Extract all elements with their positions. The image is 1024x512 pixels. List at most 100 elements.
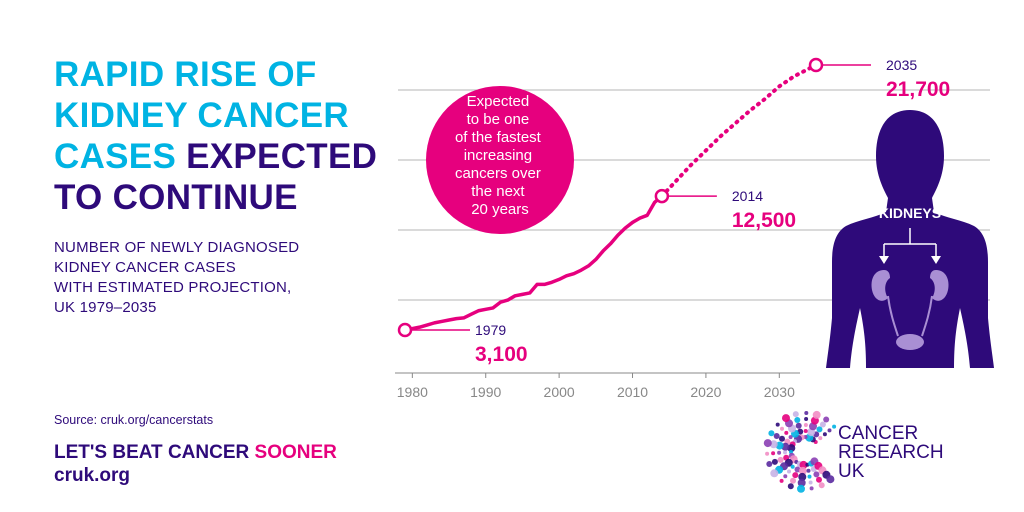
logo-dot (788, 435, 793, 440)
logo-dot (773, 433, 780, 439)
slogan-main: LET'S BEAT CANCER (54, 442, 250, 463)
logo-dot (827, 428, 832, 433)
ureters (887, 295, 933, 337)
logo-dot (787, 469, 791, 474)
callout-line: increasing (464, 147, 532, 164)
logo-dot (798, 466, 807, 475)
data-point-marker (654, 188, 670, 204)
logo-dot (771, 458, 778, 465)
kidney-pointer-lines (883, 228, 937, 258)
logo-dot (777, 450, 782, 455)
logo-dot (798, 472, 807, 481)
logo-dot (784, 430, 789, 435)
chart-subtitle: NUMBER OF NEWLY DIAGNOSED KIDNEY CANCER … (54, 238, 354, 318)
brand-name: CANCER RESEARCH UK (838, 424, 944, 481)
logo-dot (819, 421, 826, 428)
logo-dot (812, 410, 821, 419)
x-tick-label: 1980 (397, 384, 428, 400)
logo-dot (783, 450, 787, 455)
logo-dot (804, 417, 809, 421)
annotation-year: 2035 (886, 57, 917, 73)
logo-dot (797, 478, 806, 487)
page-title: RAPID RISE OF KIDNEY CANCER CASES EXPECT… (54, 54, 394, 218)
arrow-down-icon (879, 256, 889, 264)
subtitle-line: UK 1979–2035 (54, 299, 157, 316)
logo-dot (768, 430, 775, 437)
logo-dot (782, 414, 790, 423)
annotation-year: 1979 (475, 322, 506, 338)
logo-dot (804, 411, 809, 415)
callout-circle (426, 86, 574, 234)
logo-dot (816, 476, 822, 483)
source-note: Source: cruk.org/cancerstats (54, 413, 214, 427)
logo-dot (803, 423, 808, 427)
logo-dot (792, 411, 799, 418)
x-tick-label: 2000 (544, 384, 575, 400)
data-point-marker (808, 57, 824, 73)
logo-dot (806, 468, 811, 473)
callout-line: of the fastest (455, 129, 542, 146)
logo-dot (770, 469, 779, 478)
callout-bubble: Expected to be one of the fastest increa… (426, 86, 574, 234)
callout-line: Expected (467, 93, 530, 110)
cruk-logo-icon (763, 410, 837, 493)
x-tick-label: 1990 (470, 384, 501, 400)
annotation-value: 12,500 (732, 209, 796, 232)
x-tick-label: 2020 (690, 384, 721, 400)
logo-dot (799, 460, 808, 469)
data-point-marker (397, 322, 413, 338)
kidney-right-icon (930, 270, 949, 301)
logo-dot (803, 429, 808, 433)
kidney-left-icon (871, 270, 890, 301)
logo-dot (765, 451, 770, 456)
callout-line: to be one (467, 111, 530, 128)
logo-dot (787, 483, 794, 490)
logo-dot (808, 480, 813, 485)
logo-dot (766, 461, 773, 467)
logo-dot (779, 435, 785, 442)
logo-dot (826, 475, 835, 484)
callout-line: the next (471, 183, 525, 200)
logo-dot (794, 417, 801, 423)
title-rest: EXPECTED TO CONTINUE (54, 137, 378, 217)
kidneys-label: KIDNEYS (879, 205, 941, 221)
bladder-icon (896, 334, 924, 350)
logo-dot (816, 426, 823, 433)
annotation-year: 2014 (732, 188, 763, 204)
logo-dot (790, 477, 796, 484)
logo-dot (795, 422, 802, 429)
slogan: LET'S BEAT CANCER SOONER (54, 442, 337, 464)
logo-dot (779, 478, 784, 483)
brand-line: RESEARCH (838, 442, 944, 463)
site-link[interactable]: cruk.org (54, 465, 131, 486)
observed-line (403, 194, 664, 332)
logo-dot (807, 474, 812, 479)
subtitle-line: NUMBER OF NEWLY DIAGNOSED (54, 239, 300, 256)
title-highlight: RAPID RISE OF KIDNEY CANCER CASES (54, 55, 349, 176)
subtitle-line: WITH ESTIMATED PROJECTION, (54, 279, 292, 296)
logo-dot (832, 424, 837, 429)
logo-dot (790, 464, 795, 469)
svg-text:Expected to be one: Expected to be one of the fastest increa… (455, 93, 545, 218)
logo-dot (822, 432, 827, 437)
x-tick-label: 2010 (617, 384, 648, 400)
logo-dot (775, 422, 780, 427)
annotation-value: 21,700 (886, 78, 950, 101)
logo-dot (813, 471, 820, 478)
body-silhouette: KIDNEYS (826, 110, 994, 368)
x-axis: 1980 1990 2000 2010 2020 2030 (395, 372, 800, 400)
brand-line: UK (838, 461, 865, 482)
chart-lines (403, 63, 818, 332)
logo-dot (818, 436, 823, 441)
annotation-value: 3,100 (475, 343, 528, 366)
logo-dot (777, 456, 784, 463)
projection-line (659, 63, 818, 199)
logo-dot (797, 484, 805, 493)
callout-line: 20 years (471, 201, 529, 218)
arrow-down-icon (931, 256, 941, 264)
logo-dot (792, 472, 799, 479)
brand-line: CANCER (838, 423, 919, 444)
subtitle-line: KIDNEY CANCER CASES (54, 259, 236, 276)
callout-line: cancers over (455, 165, 541, 182)
